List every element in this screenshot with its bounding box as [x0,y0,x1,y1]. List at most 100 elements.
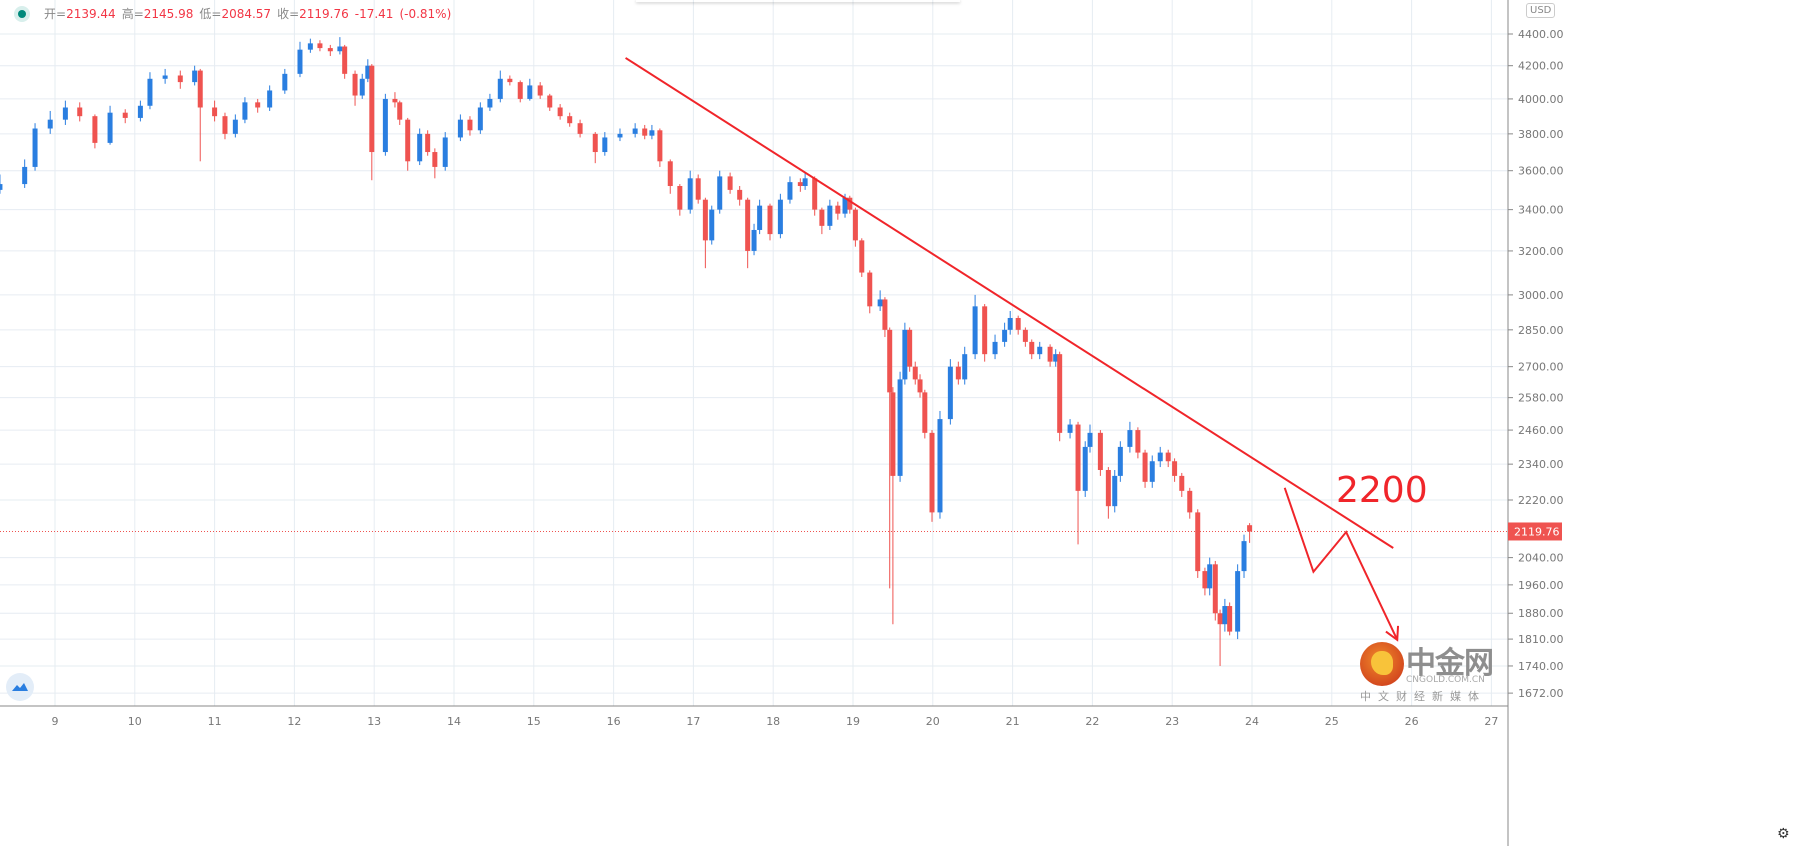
candle-down [1165,449,1171,468]
candle-body [751,229,757,251]
change-value: -17.41 [354,6,394,21]
candle-up [147,72,153,110]
candle-down [537,82,543,99]
candle-body [709,209,715,241]
candle-body [937,419,943,513]
candle-down [1172,458,1178,482]
candle-up [359,73,365,99]
candle-body [1057,354,1063,433]
candle-body [727,176,733,190]
currency-button[interactable]: USD [1526,3,1556,18]
y-tick-label: 2220.00 [1518,494,1564,507]
candle-down [397,100,403,125]
x-tick-label: 21 [1006,715,1020,728]
candle-up [947,359,953,425]
candle-body [392,98,398,103]
candle-down [567,112,573,127]
candle-body [972,306,978,355]
candle-body [1067,424,1073,433]
candle-body [797,182,803,187]
y-tick-label: 3800.00 [1518,128,1564,141]
candle-body [0,184,3,190]
axes[interactable]: 4400.00 4200.00 4000.00 3800.00 3600.00 3400.… [0,0,1564,846]
candle-body [1053,354,1059,362]
candle-down [859,238,865,277]
candle-down [852,207,858,247]
candle-body [1002,329,1008,342]
candle-down [222,112,228,140]
candle-down [122,109,128,124]
candle-body [1117,446,1123,476]
candle-body [922,392,928,433]
candle-up [709,205,715,245]
candle-down [577,119,583,138]
candle-body [852,209,858,241]
candle-up [22,159,28,188]
candle-body [397,102,403,120]
x-tick-label: 19 [846,715,860,728]
settings-gear-icon[interactable]: ⚙ [1777,826,1790,842]
candle-body [777,199,783,235]
status-dot-icon [14,5,30,22]
y-tick-label: 4400.00 [1518,28,1564,41]
candle-body [602,137,608,153]
annotation-2200[interactable]: 2200 [1336,470,1428,511]
candle-down [405,117,411,171]
candle-up [1117,441,1123,482]
candle-down [1187,487,1193,519]
candle-body [137,105,143,118]
low-value: 2084.57 [221,7,272,21]
candle-body [1105,469,1111,507]
candle-up [902,322,908,385]
candle-body [122,112,128,118]
candle-body [77,107,83,117]
candle-down [695,174,701,204]
candle-body [1207,564,1213,589]
candle-up [47,110,53,134]
candle-up [442,132,448,171]
candle-up [1067,419,1073,439]
candle-up [1053,349,1059,367]
candle-body [882,299,888,330]
candle-body [802,178,808,187]
close-value: 2119.76 [299,7,349,21]
candle-up [632,123,638,138]
tradingview-logo-icon[interactable] [6,673,34,701]
candle-up [365,59,371,83]
candle-body [982,306,988,355]
candle-body [737,189,743,200]
candle-up [787,176,793,204]
candle-up [1235,564,1241,640]
candle-down [592,132,598,164]
candle-up [1112,469,1118,513]
candle-down [797,178,803,192]
candle-body [929,432,935,513]
candle-body [745,199,751,251]
candle-body [1022,329,1028,342]
candle-down [1212,560,1218,621]
candle-body [1127,430,1133,447]
candle-down [517,80,523,103]
candle-body [537,85,543,96]
trendline[interactable] [625,57,1394,549]
candle-body [912,366,918,380]
candle-up [107,105,113,145]
candle-body [212,107,218,117]
candle-body [405,119,411,162]
x-tick-label: 16 [607,715,621,728]
candle-up [487,93,493,111]
candle-down [907,327,913,372]
drawings[interactable] [0,57,1508,642]
y-tick-label: 1740.00 [1518,660,1564,673]
candle-body [327,48,333,52]
y-tick-label: 2460.00 [1518,424,1564,437]
candle-body [632,128,638,134]
x-tick-label: 14 [447,715,461,728]
candle-down [1047,344,1053,367]
y-tick-label: 4200.00 [1518,60,1564,73]
projection-arrow[interactable] [1283,487,1399,641]
candle-down [1202,567,1208,596]
x-tick-label: 23 [1165,715,1179,728]
candle-body [307,43,313,50]
